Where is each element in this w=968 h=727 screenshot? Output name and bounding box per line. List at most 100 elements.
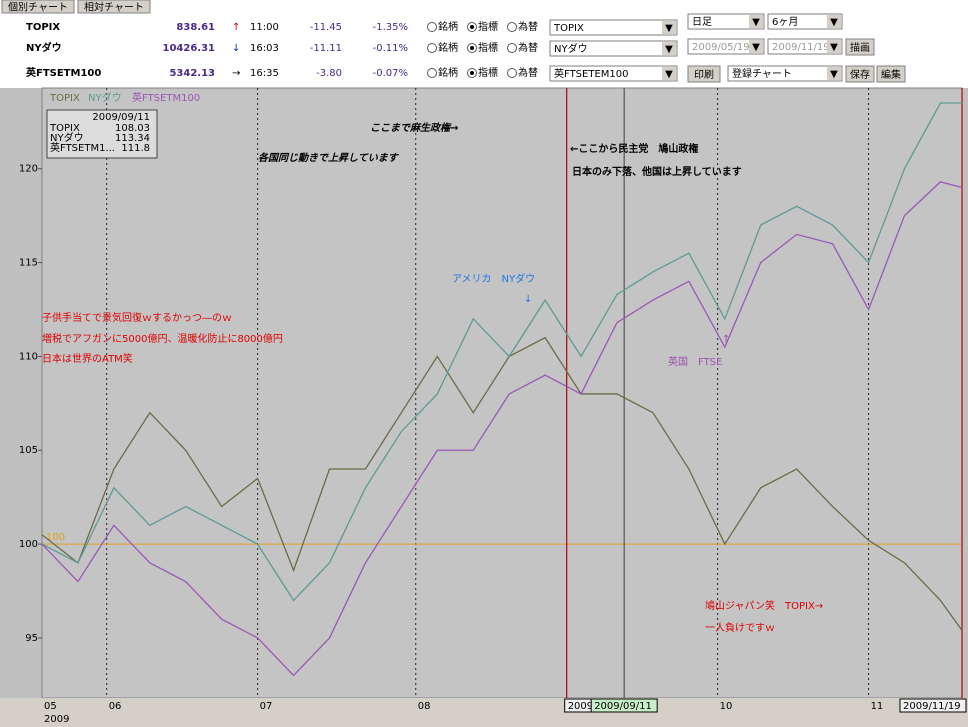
from-select-arrow-bg[interactable] bbox=[749, 40, 763, 53]
plot-area bbox=[41, 87, 963, 699]
print-button[interactable] bbox=[687, 65, 721, 83]
x-tick-label: 11 bbox=[871, 701, 884, 712]
saved-chart-select-arrow[interactable]: ▼ bbox=[830, 69, 838, 80]
info-name: 英FTSETM1... bbox=[50, 141, 115, 154]
radio-label[interactable]: 銘柄 bbox=[438, 66, 458, 79]
radio-label[interactable]: 為替 bbox=[518, 66, 538, 79]
info-value: 111.8 bbox=[121, 143, 150, 154]
x-tick-label: 07 bbox=[260, 701, 273, 712]
to-select-arrow[interactable]: ▼ bbox=[830, 42, 838, 53]
draw-button-label[interactable]: 描画 bbox=[850, 41, 870, 54]
quote-pct: -0.07% bbox=[373, 68, 408, 79]
radio[interactable] bbox=[507, 68, 517, 78]
symbol-select-arrow[interactable]: ▼ bbox=[665, 69, 673, 80]
symbol-select-arrow[interactable]: ▼ bbox=[665, 44, 673, 55]
radio-dot[interactable] bbox=[470, 71, 474, 75]
radio-label[interactable]: 為替 bbox=[518, 41, 538, 54]
edit-button-label[interactable]: 編集 bbox=[881, 68, 901, 81]
save-button-label[interactable]: 保存 bbox=[850, 68, 870, 81]
period-select-arrow[interactable]: ▼ bbox=[752, 17, 760, 28]
to-select[interactable] bbox=[767, 38, 843, 55]
range-select-arrow-bg[interactable] bbox=[827, 15, 841, 28]
from-select[interactable] bbox=[687, 38, 765, 55]
radio-label[interactable]: 指標 bbox=[478, 66, 498, 79]
range-select[interactable] bbox=[767, 13, 843, 30]
symbol-select-arrow[interactable]: ▼ bbox=[665, 23, 673, 34]
quote-name: 英FTSETM100 bbox=[25, 66, 101, 79]
save-button[interactable] bbox=[845, 65, 875, 83]
tab[interactable] bbox=[1, 0, 75, 14]
quote-arrow: → bbox=[232, 68, 240, 79]
radio[interactable] bbox=[507, 43, 517, 53]
period-select[interactable] bbox=[687, 13, 765, 30]
quote-change: -11.45 bbox=[310, 22, 342, 33]
annotation: ↑ bbox=[722, 334, 730, 345]
radio-dot[interactable] bbox=[470, 25, 474, 29]
draw-button[interactable] bbox=[845, 38, 875, 56]
annotation: 子供手当てで景気回復ｗするかっつ―のｗ bbox=[42, 311, 232, 324]
period-select-arrow-bg[interactable] bbox=[749, 15, 763, 28]
quote-name: NYダウ bbox=[26, 41, 62, 54]
legend-entry: NYダウ bbox=[88, 91, 122, 104]
marker-label: 2009/11/19 bbox=[903, 701, 961, 712]
to-select-value[interactable]: 2009/11/19 bbox=[772, 42, 830, 53]
quote-pct: -1.35% bbox=[373, 22, 408, 33]
from-select-arrow[interactable]: ▼ bbox=[752, 42, 760, 53]
annotation: アメリカ NYダウ bbox=[452, 272, 535, 285]
tab-label[interactable]: 個別チャート bbox=[8, 1, 68, 14]
annotation: 日本は世界のATM笑 bbox=[42, 352, 133, 365]
symbol-select-arrow-bg[interactable] bbox=[662, 42, 676, 55]
quote-price: 838.61 bbox=[176, 22, 215, 33]
symbol-select-value[interactable]: 英FTSETEM100 bbox=[554, 67, 629, 80]
symbol-select[interactable] bbox=[549, 19, 678, 36]
quote-time: 11:00 bbox=[250, 22, 279, 33]
saved-chart-select[interactable] bbox=[727, 65, 843, 82]
radio-label[interactable]: 指標 bbox=[478, 41, 498, 54]
symbol-select[interactable] bbox=[549, 40, 678, 57]
y-tick-label: 120 bbox=[19, 164, 38, 175]
radio-label[interactable]: 銘柄 bbox=[438, 20, 458, 33]
radio-dot[interactable] bbox=[470, 46, 474, 50]
quote-change: -3.80 bbox=[316, 68, 342, 79]
symbol-select-arrow-bg[interactable] bbox=[662, 67, 676, 80]
saved-chart-select-value[interactable]: 登録チャート bbox=[732, 67, 792, 80]
marker-box bbox=[899, 698, 967, 713]
info-name: NYダウ bbox=[50, 131, 84, 144]
marker-label: 2009 bbox=[568, 701, 593, 712]
y-tick-label: 110 bbox=[19, 351, 38, 362]
quote-arrow: ↓ bbox=[232, 43, 240, 54]
edit-button[interactable] bbox=[876, 65, 906, 83]
print-button-label[interactable]: 印刷 bbox=[694, 69, 714, 81]
symbol-select[interactable] bbox=[549, 65, 678, 82]
annotation: ここまで麻生政権→ bbox=[370, 122, 458, 134]
radio[interactable] bbox=[427, 68, 437, 78]
annotation: ←ここから民主党 鳩山政権 bbox=[570, 142, 698, 155]
info-date: 2009/09/11 bbox=[92, 112, 150, 123]
period-select-value[interactable]: 日足 bbox=[692, 16, 712, 28]
range-select-arrow[interactable]: ▼ bbox=[830, 17, 838, 28]
radio-label[interactable]: 指標 bbox=[478, 20, 498, 33]
radio[interactable] bbox=[507, 22, 517, 32]
tab[interactable] bbox=[77, 0, 151, 14]
annotation: 増税でアフガンに5000億円、温暖化防止に8000億円 bbox=[42, 332, 283, 345]
quote-time: 16:03 bbox=[250, 43, 279, 54]
annotation: 各国同じ動きで上昇しています bbox=[258, 152, 400, 164]
annotation: 鳩山ジャパン笑 TOPIX→ bbox=[705, 599, 823, 612]
symbol-select-arrow-bg[interactable] bbox=[662, 21, 676, 34]
from-select-value[interactable]: 2009/05/19 bbox=[692, 42, 750, 53]
saved-chart-select-arrow-bg[interactable] bbox=[827, 67, 841, 80]
annotation: 英国 FTSE bbox=[668, 355, 722, 368]
radio-label[interactable]: 銘柄 bbox=[438, 41, 458, 54]
series-line bbox=[41, 181, 963, 677]
quote-price: 5342.13 bbox=[169, 68, 215, 79]
tab-label[interactable]: 相対チャート bbox=[84, 1, 144, 14]
symbol-select-value[interactable]: NYダウ bbox=[554, 42, 588, 55]
range-select-value[interactable]: 6ヶ月 bbox=[772, 16, 798, 28]
legend-entry: TOPIX bbox=[49, 93, 80, 104]
symbol-select-value[interactable]: TOPIX bbox=[553, 23, 584, 34]
radio-label[interactable]: 為替 bbox=[518, 20, 538, 33]
radio[interactable] bbox=[427, 22, 437, 32]
radio[interactable] bbox=[427, 43, 437, 53]
to-select-arrow-bg[interactable] bbox=[827, 40, 841, 53]
marker-box bbox=[590, 698, 658, 713]
